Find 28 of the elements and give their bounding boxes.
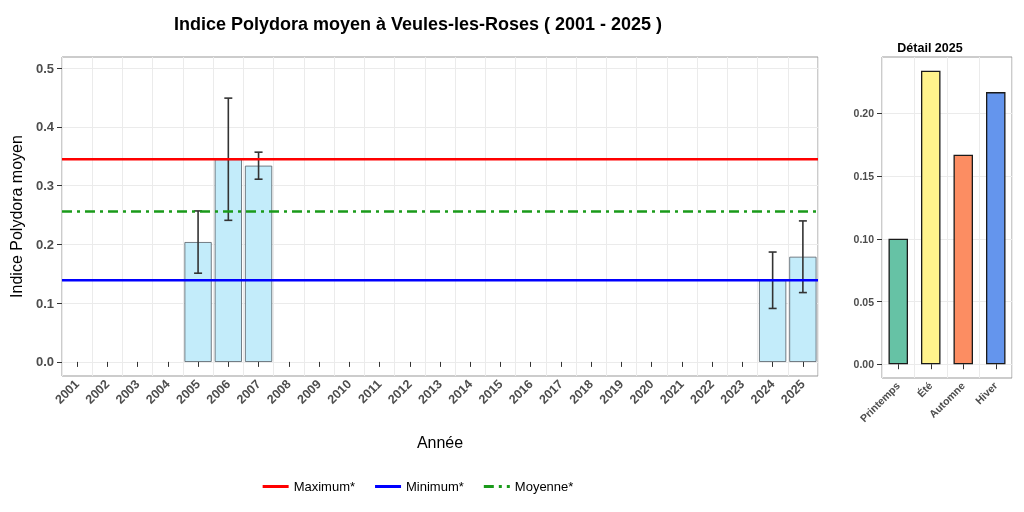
y-tick-label: 0.5	[35, 60, 54, 76]
legend-label: Minimum*	[406, 479, 464, 494]
chart-title: Détail 2025	[897, 40, 963, 55]
y-tick-label: 0.20	[853, 107, 875, 120]
y-tick-label: 0.1	[35, 295, 54, 311]
x-tick-label: Été	[914, 379, 935, 400]
bar	[888, 238, 908, 365]
bar	[244, 165, 273, 362]
bar	[953, 154, 973, 365]
bar	[789, 256, 817, 362]
y-axis-title: Indice Polydora moyen	[7, 135, 25, 298]
y-tick-label: 0.0	[35, 354, 54, 370]
bar	[184, 242, 212, 362]
bar	[214, 159, 242, 362]
y-tick-label: 0.05	[853, 295, 875, 308]
y-tick-label: 0.10	[853, 232, 875, 245]
legend-label: Maximum*	[293, 479, 356, 494]
legend-label: Moyenne*	[514, 479, 574, 494]
y-tick-label: 0.4	[35, 119, 55, 135]
y-tick-label: 0.2	[35, 236, 54, 252]
bar	[986, 92, 1006, 365]
bar	[921, 70, 941, 365]
y-tick-label: 0.15	[853, 170, 875, 183]
bar	[759, 280, 787, 362]
y-tick-label: 0.00	[853, 358, 875, 371]
chart-title: Indice Polydora moyen à Veules-les-Roses ( 2001 - 2025 )	[173, 14, 663, 34]
x-axis-title: Année	[416, 433, 464, 451]
y-tick-label: 0.3	[35, 178, 54, 194]
